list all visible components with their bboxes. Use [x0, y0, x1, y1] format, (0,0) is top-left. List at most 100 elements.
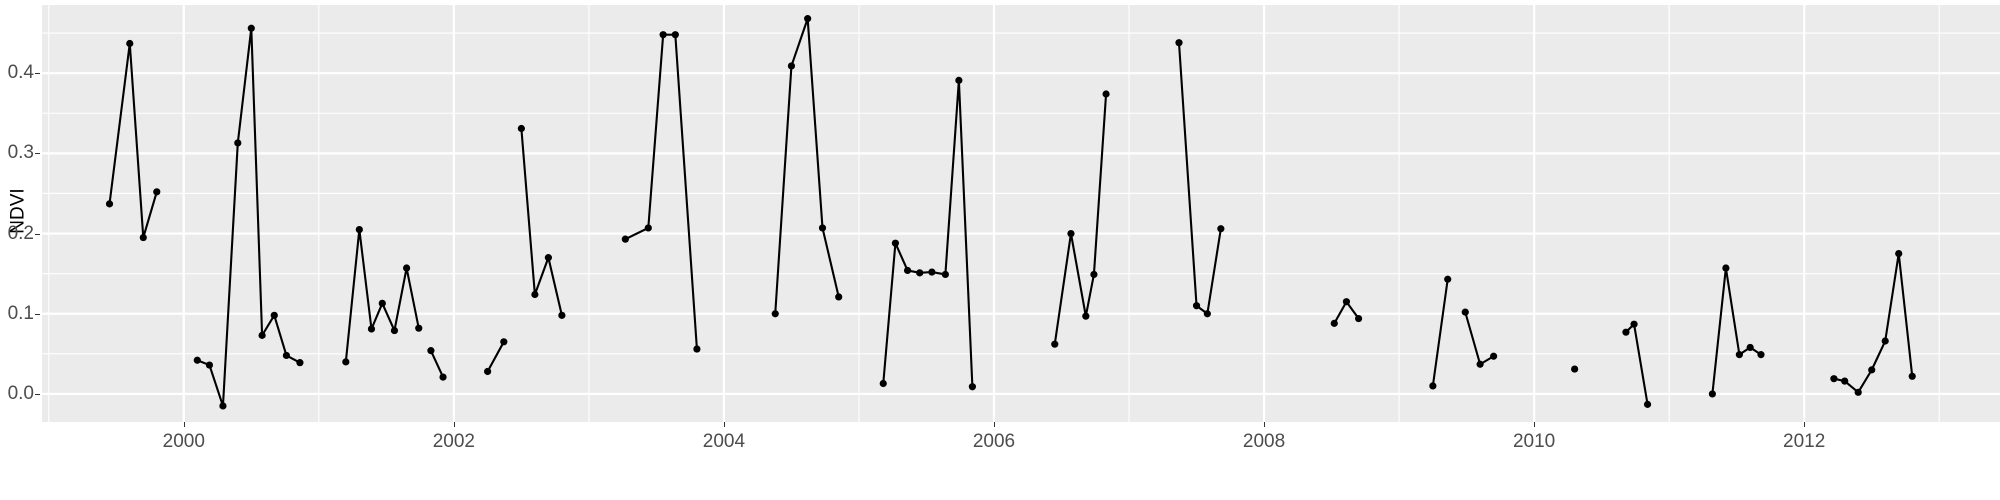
data-point — [544, 254, 552, 262]
data-line — [882, 79, 974, 388]
data-point — [771, 310, 779, 318]
data-line — [1624, 323, 1649, 406]
data-point — [1342, 298, 1351, 306]
data-line — [520, 127, 563, 317]
data-point — [1908, 372, 1916, 380]
data-point — [342, 358, 350, 366]
data-point — [1571, 365, 1579, 373]
data-point — [818, 224, 827, 232]
data-point — [1102, 90, 1110, 98]
y-axis-tick-labels: 0.0 0.1 0.2 0.3 0.4 — [0, 0, 34, 427]
data-point — [1490, 352, 1498, 360]
x-tick-mark — [723, 422, 725, 427]
data-point — [105, 200, 114, 208]
plot-area — [42, 5, 2000, 422]
data-point — [916, 269, 924, 277]
data-point — [193, 356, 201, 364]
data-point — [1476, 360, 1484, 368]
data-point — [1830, 375, 1838, 383]
x-tick-mark — [1264, 422, 1266, 427]
data-line — [1464, 311, 1495, 366]
chart-svg — [42, 5, 2000, 422]
data-point — [484, 367, 492, 376]
data-point — [558, 311, 566, 319]
data-line — [108, 42, 158, 239]
data-point — [955, 76, 963, 84]
data-line — [196, 27, 301, 408]
data-point — [1330, 319, 1338, 327]
data-line — [429, 349, 445, 379]
data-point — [671, 31, 679, 39]
data-point — [1354, 314, 1363, 323]
data-point — [903, 266, 912, 275]
data-point — [500, 338, 508, 346]
y-tick-label: 0.4 — [7, 62, 34, 84]
data-point — [439, 373, 447, 381]
data-point — [1051, 340, 1059, 348]
data-point — [296, 359, 304, 367]
data-point — [270, 311, 278, 319]
grid-major — [42, 5, 2000, 422]
x-tick-mark — [993, 422, 995, 427]
data-point — [367, 325, 376, 333]
data-point — [891, 239, 900, 247]
data-point — [1722, 264, 1730, 272]
data-point — [282, 351, 291, 360]
data-point — [1082, 312, 1090, 320]
x-tick-label: 2000 — [162, 431, 205, 452]
y-tick-label: 0.0 — [7, 382, 34, 404]
data-point — [1895, 250, 1903, 258]
data-point — [1746, 343, 1754, 352]
y-tick-mark — [35, 153, 40, 155]
data-point — [621, 235, 629, 243]
data-point — [644, 224, 652, 232]
data-line — [1053, 92, 1108, 346]
x-tick-label: 2010 — [1512, 431, 1556, 452]
data-point — [1708, 390, 1716, 398]
data-point — [1868, 366, 1876, 374]
data-line — [1177, 41, 1222, 315]
data-line — [1711, 266, 1763, 395]
x-tick-label: 2006 — [972, 431, 1016, 452]
y-tick-mark — [35, 393, 40, 395]
data-point — [1461, 308, 1469, 316]
data-point — [1217, 225, 1225, 233]
data-point — [378, 299, 386, 307]
x-tick-label: 2002 — [432, 431, 475, 452]
data-point — [1067, 229, 1075, 238]
data-point — [1881, 337, 1889, 345]
data-point — [1735, 351, 1743, 359]
y-tick-mark — [35, 233, 40, 235]
data-point — [234, 139, 242, 147]
data-line — [344, 228, 420, 363]
data-point — [693, 345, 701, 353]
grid-minor — [42, 5, 2000, 422]
x-tick-label: 2008 — [1242, 431, 1286, 452]
data-point — [1444, 275, 1452, 283]
data-point — [247, 24, 255, 32]
data-point — [402, 264, 411, 272]
x-tick-label: 2004 — [702, 431, 746, 452]
data-point — [1854, 388, 1862, 396]
x-tick-mark — [1534, 422, 1536, 427]
data-point — [1757, 351, 1765, 359]
data-point — [427, 347, 435, 355]
y-tick-mark — [35, 313, 40, 315]
data-point — [879, 379, 887, 388]
data-point — [835, 293, 843, 301]
data-point — [1090, 270, 1098, 279]
data-point — [126, 39, 134, 48]
data-line — [624, 33, 698, 351]
data-line — [1431, 278, 1449, 387]
x-axis-tick-labels: 2000 2002 2004 2006 2008 2010 2012 — [42, 422, 2000, 467]
data-line — [774, 17, 840, 315]
data-point — [1643, 400, 1652, 408]
data-point — [205, 361, 214, 369]
data-point — [787, 62, 796, 70]
data-point — [659, 31, 667, 39]
plot-panel — [42, 5, 2000, 422]
data-point — [415, 324, 423, 332]
data-point — [1175, 39, 1183, 47]
data-point — [139, 233, 147, 242]
